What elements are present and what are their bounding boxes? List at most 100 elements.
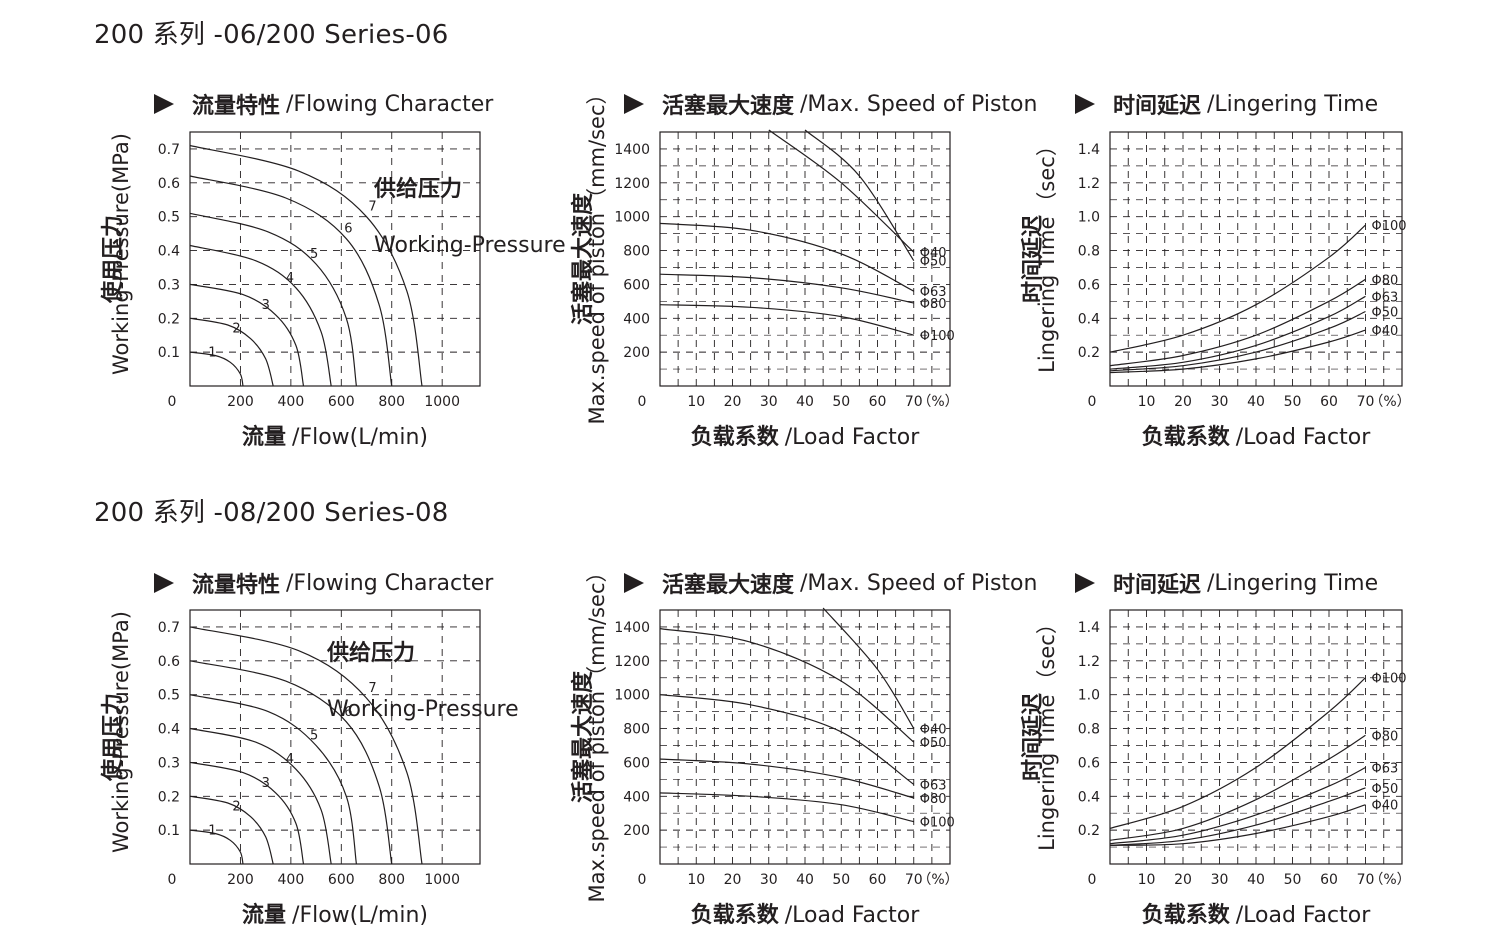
x-axis-title: 负载系数/Load Factor <box>1142 902 1371 928</box>
y-axis-title-cn: 时间延迟 <box>1021 693 1046 781</box>
x-tick-label: 30 <box>760 394 778 410</box>
series-curve <box>189 829 244 865</box>
x-tick-label: 50 <box>832 872 850 888</box>
x-tick-label: 70 <box>905 394 923 410</box>
y-axis-title-en: Working-Pressure(MPa) <box>109 133 133 375</box>
x-tick-label: 0 <box>638 872 647 888</box>
x-tick-label: 600 <box>328 394 355 410</box>
y-axis-title-cn: 使用压力 <box>101 215 126 304</box>
y-axis-unit: （mm/sec） <box>585 83 609 208</box>
series-curve <box>189 694 357 865</box>
y-tick-label: 400 <box>623 789 650 805</box>
series-label: Φ40 <box>920 246 947 261</box>
series-label: 2 <box>232 322 240 337</box>
chart-flow-0: 流量/Flow(L/min) <box>189 131 481 450</box>
series-label: 6 <box>344 705 352 720</box>
y-tick-label: 1.0 <box>1078 688 1100 704</box>
x-tick-label: 60 <box>1320 872 1338 888</box>
plot-frame <box>659 609 951 865</box>
x-tick-label: 40 <box>796 394 814 410</box>
y-axis-title-cn: 活塞最大速度 <box>570 670 596 803</box>
y-tick-label: 1400 <box>614 142 650 158</box>
y-axis-title-cn: 活塞最大速度 <box>570 192 596 325</box>
series-curve <box>189 212 357 387</box>
y-axis-title-en: Max.speed of piston （mm/sec） <box>585 561 609 902</box>
y-tick-label: 0.7 <box>158 620 180 636</box>
series-curve <box>822 607 915 729</box>
y-tick-label: 0.3 <box>158 755 180 771</box>
chart-title-cn: 时间延迟 <box>1113 573 1202 598</box>
series-label: Φ50 <box>920 255 947 270</box>
y-tick-label: 200 <box>623 823 650 839</box>
chart-title-en: /Max. Speed of Piston <box>800 91 1038 117</box>
series-label: 6 <box>344 222 352 237</box>
series-label: Φ63 <box>920 778 947 793</box>
y-axis-title-en: Working-Pressure(MPa) <box>109 611 133 853</box>
series-label: Φ63 <box>920 285 947 300</box>
series-curve <box>189 795 274 865</box>
x-tick-label: 10 <box>687 872 705 888</box>
x-tick-label: 60 <box>869 872 887 888</box>
x-tick-label: 0 <box>168 872 177 888</box>
x-tick-label: 50 <box>1284 872 1302 888</box>
plot-frame <box>189 131 481 387</box>
y-tick-label: 0.7 <box>158 142 180 158</box>
y-axis-title-cn: 时间延迟 <box>1021 215 1046 303</box>
series-label: 4 <box>286 752 294 767</box>
y-tick-label: 1.0 <box>1078 210 1100 226</box>
triangle-bullet-icon <box>1075 573 1095 593</box>
x-tick-label: 800 <box>378 394 405 410</box>
series-curve <box>189 283 305 387</box>
x-axis-title-en: /Flow(L/min) <box>292 903 428 928</box>
series-curve <box>659 304 914 336</box>
chart-title-en: /Lingering Time <box>1207 570 1379 596</box>
y-tick-label: 1.2 <box>1078 176 1100 192</box>
y-tick-label: 1000 <box>614 210 650 226</box>
series-curve <box>189 761 305 865</box>
series-curve <box>189 660 393 865</box>
chart-title-en: /Flowing Character <box>286 570 494 596</box>
series-curve <box>1109 295 1366 370</box>
series-label: 2 <box>232 800 240 815</box>
x-tick-label: 200 <box>227 872 254 888</box>
y-tick-label: 1.4 <box>1078 142 1100 158</box>
y-tick-label: 0.2 <box>158 789 180 805</box>
y-tick-label: 1.4 <box>1078 620 1100 636</box>
x-tick-label: 10 <box>687 394 705 410</box>
x-tick-label: 70 <box>1357 872 1375 888</box>
x-tick-label: 50 <box>832 394 850 410</box>
x-axis-title-en: /Load Factor <box>785 903 920 928</box>
y-axis-title-cn: 使用压力 <box>101 693 126 782</box>
y-axis-unit: （sec） <box>1035 613 1059 690</box>
triangle-bullet-icon <box>154 573 174 593</box>
supply-pressure-label-en: Working-Pressure <box>374 233 566 258</box>
x-tick-label: 0 <box>168 394 177 410</box>
chart-flow-1: 流量/Flow(L/min) <box>189 609 481 928</box>
y-tick-label: 0.6 <box>1078 755 1100 771</box>
supply-pressure-label-08: 供给压力 Working-Pressure <box>327 612 519 724</box>
series-curve <box>189 317 274 387</box>
y-tick-label: 0.4 <box>158 244 180 260</box>
x-tick-label: 50 <box>1284 394 1302 410</box>
triangle-bullet-icon <box>624 94 644 114</box>
chart-title-cn: 流量特性 <box>192 94 281 119</box>
series-label: Φ100 <box>1372 672 1407 687</box>
y-axis-title-en-text: Max.speed of piston <box>585 213 609 425</box>
y-tick-label: 0.1 <box>158 345 180 361</box>
y-tick-label: 0.6 <box>158 654 180 670</box>
x-tick-label: 40 <box>1247 872 1265 888</box>
x-axis-title: 负载系数/Load Factor <box>1142 424 1371 450</box>
series-label: 4 <box>286 271 294 286</box>
y-tick-label: 1000 <box>614 688 650 704</box>
y-tick-label: 0.2 <box>158 311 180 327</box>
series-curve <box>189 244 332 387</box>
y-axis-title-en-text: Max.speed of piston <box>585 691 609 903</box>
y-tick-label: 0.2 <box>1078 345 1100 361</box>
x-tick-label: 600 <box>328 872 355 888</box>
y-tick-label: 600 <box>623 755 650 771</box>
x-axis-title-cn: 流量 <box>242 424 286 450</box>
y-tick-label: 400 <box>623 311 650 327</box>
x-tick-label: 40 <box>796 872 814 888</box>
series-curve <box>659 694 915 785</box>
x-unit-label: （%） <box>1369 394 1410 410</box>
